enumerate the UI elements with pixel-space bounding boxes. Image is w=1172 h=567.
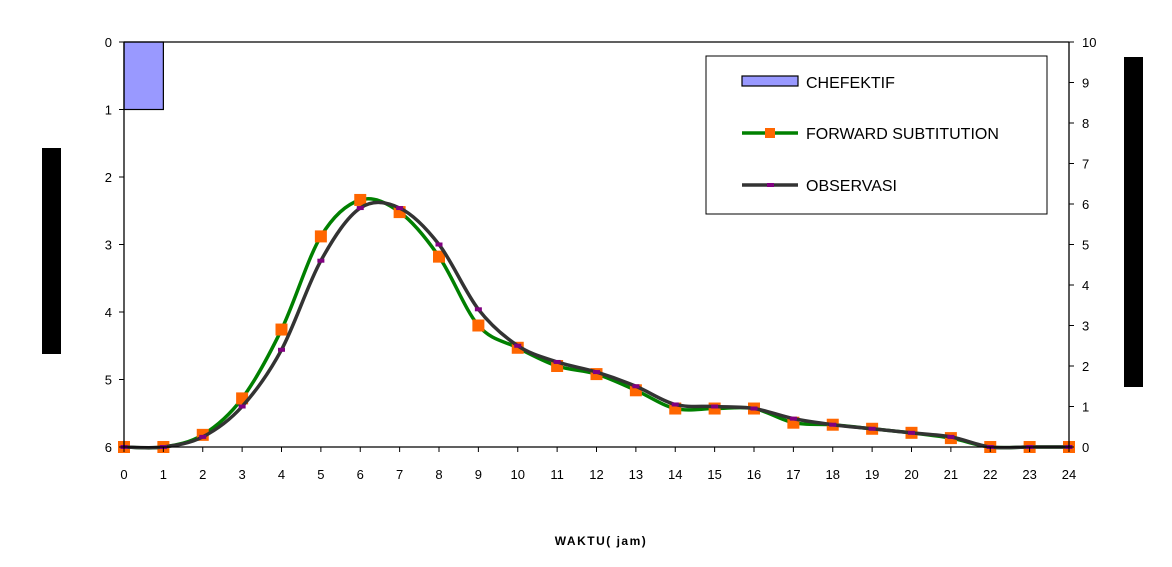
x-tick-label: 5	[317, 467, 324, 482]
y-left-tick-label: 0	[105, 35, 112, 50]
legend: CHEFEKTIF FORWARD SUBTITUTION OBSERVASI	[705, 55, 1048, 215]
point-forward-subtitution	[708, 402, 721, 415]
point-observasi	[396, 206, 404, 211]
legend-label-observasi: OBSERVASI	[806, 178, 897, 195]
point-forward-subtitution	[472, 319, 485, 332]
x-tick-label: 16	[747, 467, 761, 482]
point-observasi	[199, 434, 207, 439]
y-right-tick-label: 3	[1082, 319, 1089, 334]
y-right-tick-label: 10	[1082, 35, 1096, 50]
point-observasi	[514, 343, 522, 348]
x-tick-label: 24	[1062, 467, 1076, 482]
point-forward-subtitution	[354, 193, 367, 206]
point-observasi	[750, 406, 758, 411]
y-right-tick-label: 8	[1082, 116, 1089, 131]
y-right-tick-label: 4	[1082, 278, 1089, 293]
legend-label-chefektif: CHEFEKTIF	[806, 75, 895, 92]
bar-chefektif	[123, 41, 164, 111]
point-forward-subtitution	[275, 323, 288, 336]
point-forward-subtitution	[433, 250, 445, 263]
point-observasi	[947, 434, 955, 439]
point-observasi	[593, 370, 600, 375]
series-line-forward-subtitution	[123, 197, 1069, 450]
point-observasi	[435, 242, 443, 247]
point-observasi	[829, 422, 837, 427]
x-tick-label: 11	[550, 467, 564, 482]
x-tick-label: 14	[668, 467, 682, 482]
y-left-tick-label: 4	[105, 305, 112, 320]
bars-layer	[123, 41, 164, 111]
legend-marker-observasi	[767, 183, 774, 187]
x-tick-label: 9	[475, 467, 482, 482]
y-left-tick-label: 1	[105, 103, 112, 118]
y-left-tick-label: 3	[105, 238, 112, 253]
x-tick-label: 19	[865, 467, 879, 482]
y-left-tick-label: 5	[105, 373, 112, 388]
x-tick-label: 12	[589, 467, 603, 482]
point-observasi	[868, 426, 876, 431]
point-observasi	[908, 430, 915, 435]
x-tick-label: 2	[199, 467, 206, 482]
left-axis-redacted-block	[42, 148, 61, 354]
x-tick-label: 4	[278, 467, 285, 482]
x-tick-label: 15	[707, 467, 721, 482]
series-line-observasi	[123, 200, 1069, 450]
lines-layer	[118, 193, 1075, 453]
point-observasi	[278, 347, 285, 352]
y-right-tick-label: 7	[1082, 157, 1089, 172]
point-observasi	[711, 404, 719, 409]
point-forward-subtitution	[314, 230, 327, 243]
x-tick-label: 17	[786, 467, 800, 482]
point-observasi	[553, 359, 561, 364]
x-tick-label: 13	[629, 467, 643, 482]
point-observasi	[789, 416, 797, 421]
x-tick-label: 0	[120, 467, 127, 482]
right-axis-redacted-block	[1124, 57, 1143, 387]
y-right-tick-label: 2	[1082, 359, 1089, 374]
y-right-tick-label: 6	[1082, 197, 1089, 212]
x-tick-label: 7	[396, 467, 403, 482]
x-tick-label: 1	[160, 467, 167, 482]
x-tick-label: 10	[511, 467, 525, 482]
x-tick-label: 22	[983, 467, 997, 482]
y-left-tick-label: 2	[105, 170, 112, 185]
y-right-tick-label: 5	[1082, 238, 1089, 253]
point-observasi	[671, 402, 679, 407]
y-right-tick-label: 1	[1082, 400, 1089, 415]
y-right-tick-label: 9	[1082, 76, 1089, 91]
x-tick-label: 6	[357, 467, 364, 482]
x-tick-label: 8	[435, 467, 442, 482]
x-axis-title: WAKTU( jam)	[555, 534, 648, 548]
point-observasi	[317, 258, 325, 263]
y-left-tick-label: 6	[105, 440, 112, 455]
y-right-tick-label: 0	[1082, 440, 1089, 455]
x-tick-label: 23	[1022, 467, 1036, 482]
x-tick-label: 20	[904, 467, 918, 482]
x-tick-label: 21	[944, 467, 958, 482]
point-observasi	[632, 384, 640, 389]
point-observasi	[356, 206, 364, 211]
point-observasi	[474, 307, 482, 312]
point-observasi	[238, 404, 246, 409]
x-tick-label: 3	[239, 467, 246, 482]
x-tick-label: 18	[826, 467, 840, 482]
legend-marker-forward	[765, 128, 775, 138]
legend-label-forward: FORWARD SUBTITUTION	[806, 126, 999, 143]
legend-swatch-chefektif	[741, 75, 799, 87]
